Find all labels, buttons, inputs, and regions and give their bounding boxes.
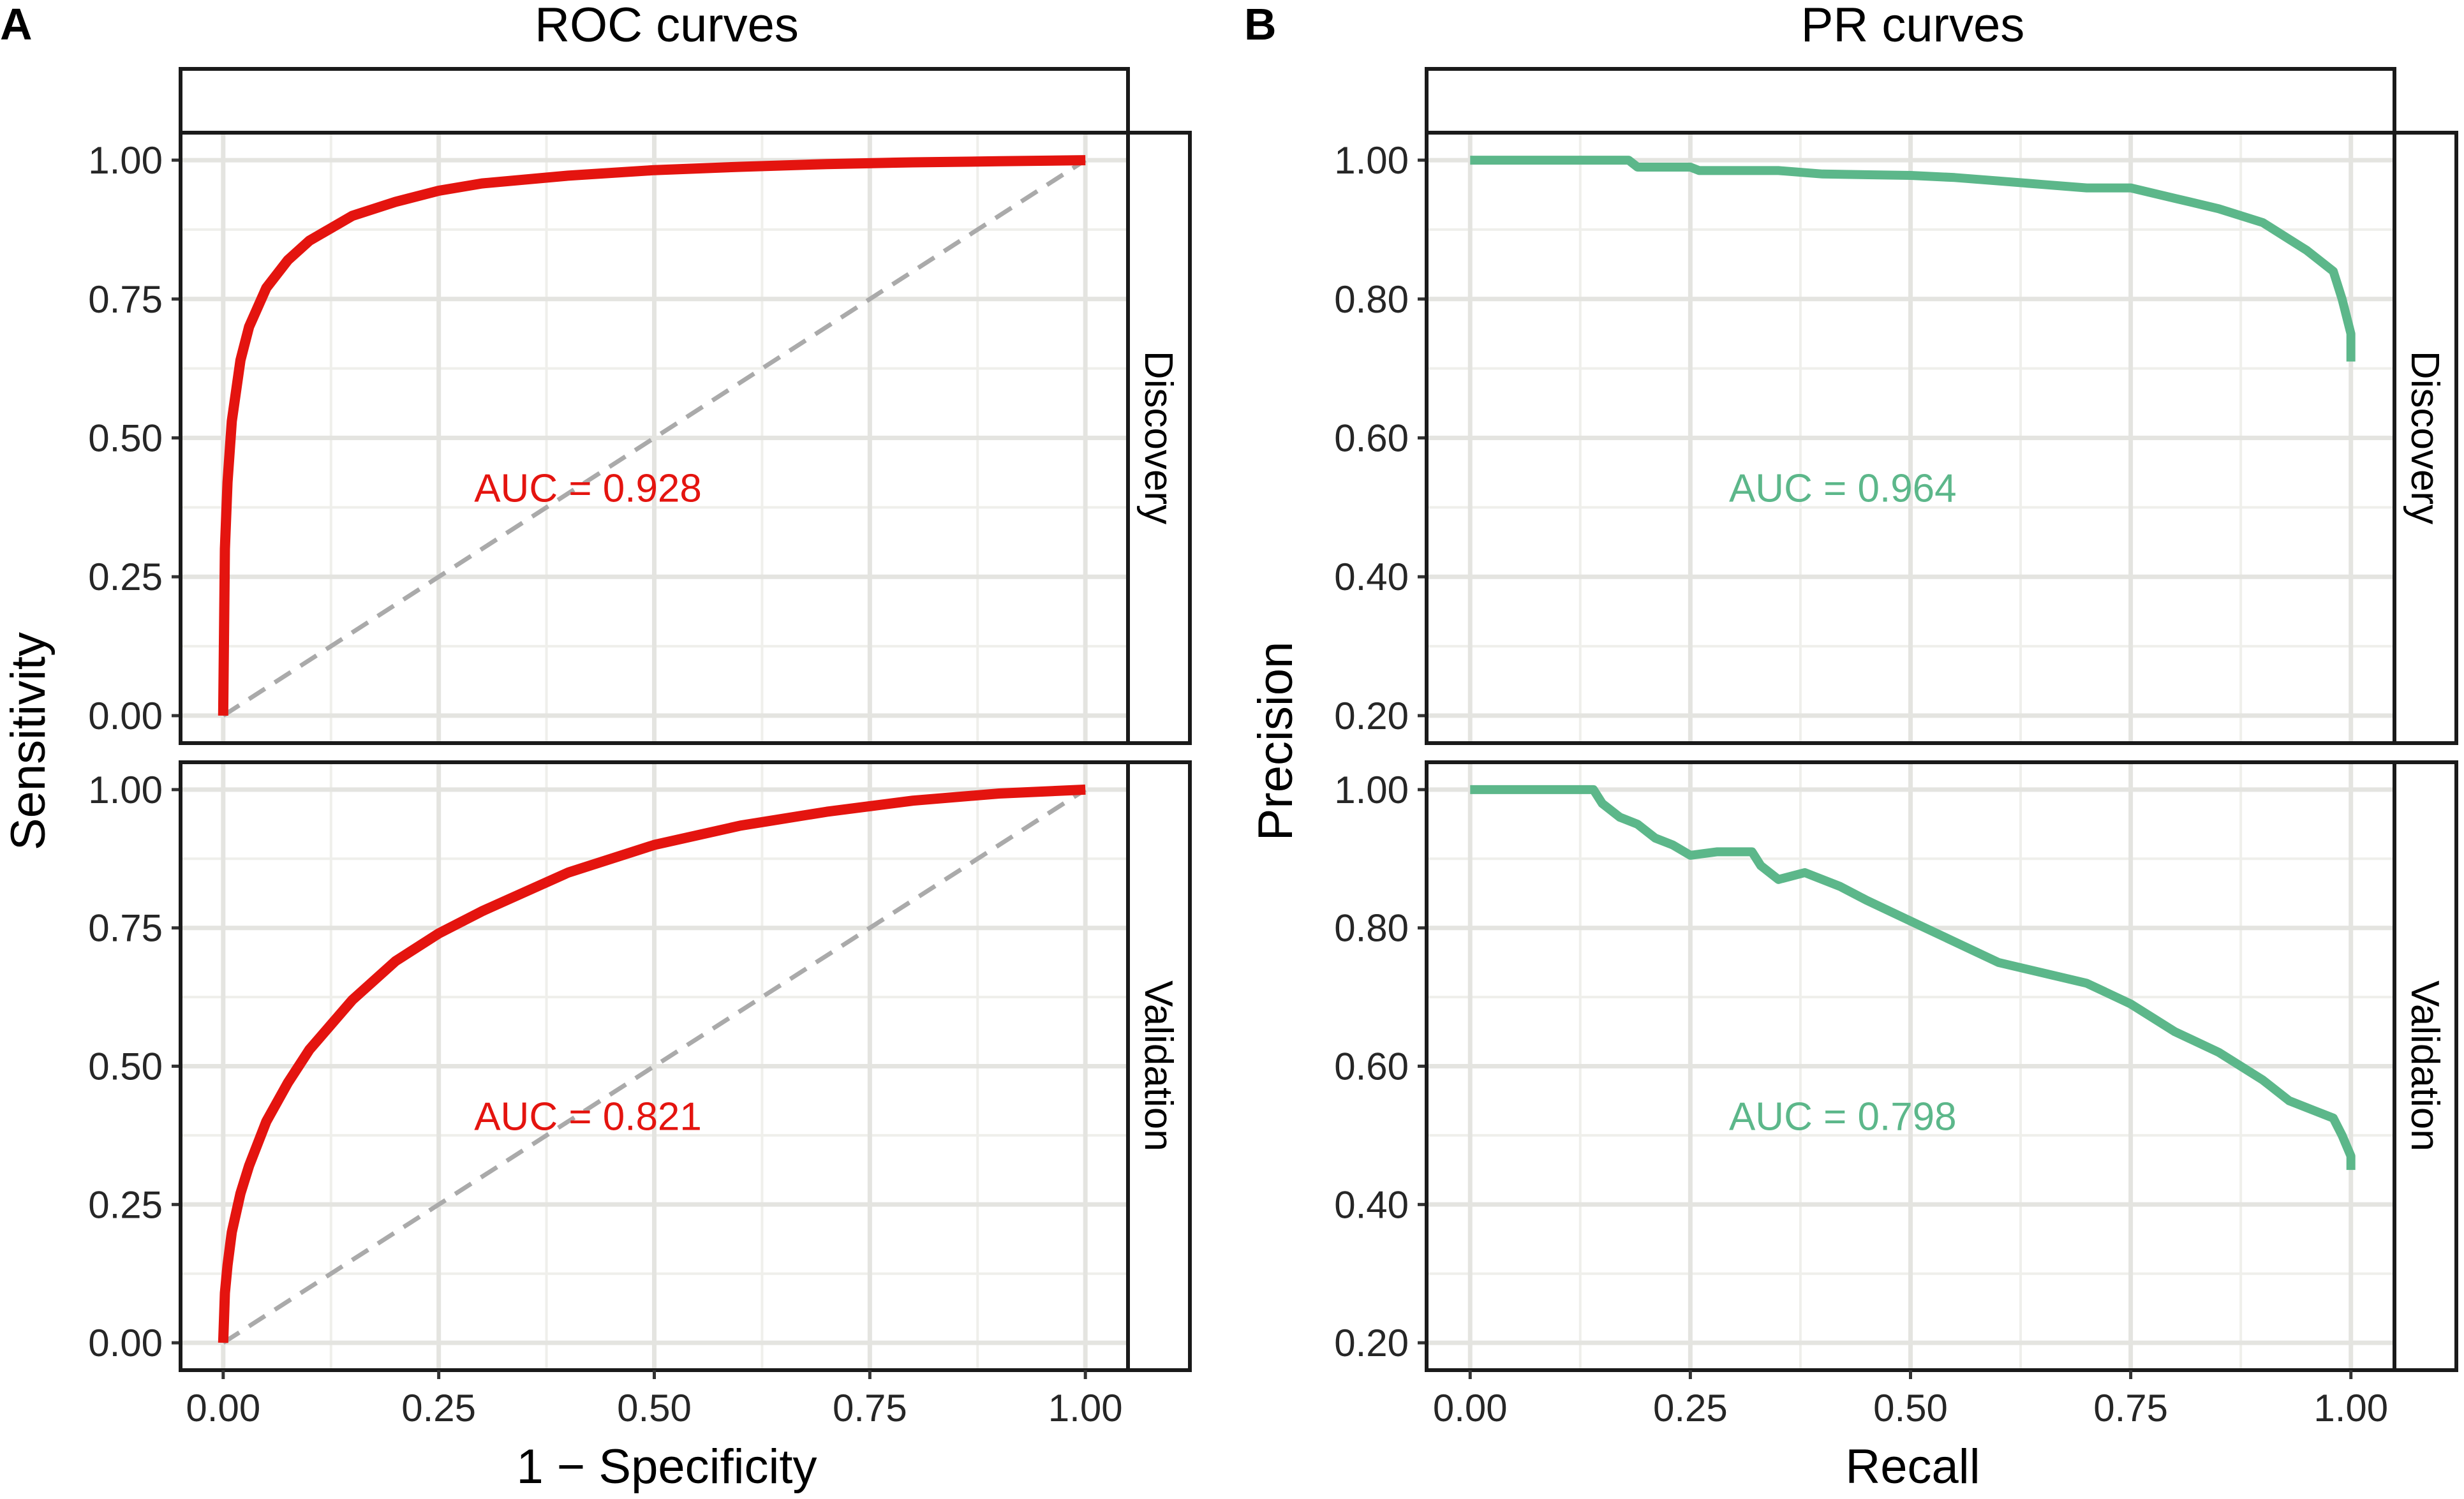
roc-facet-validation: 0.00 0.25 0.50 0.75 1.00 AUC = 0.821	[88, 760, 1130, 1372]
x-tick-label: 0.50	[617, 1387, 692, 1429]
pr-curve-validation	[1470, 785, 2356, 1170]
panel-frame	[1425, 131, 2396, 745]
pr-strip-validation: Validation	[2393, 760, 2458, 1372]
y-tick-label: 0.80	[1334, 907, 1409, 950]
pr-strip-label-validation: Validation	[2403, 980, 2447, 1151]
y-tick-label: 0.00	[88, 695, 163, 737]
y-tick-label: 0.50	[88, 1045, 163, 1088]
roc-auc-label: AUC = 0.821	[474, 1095, 702, 1139]
roc-x-axis-title: 1 − Specificity	[517, 1440, 817, 1494]
roc-auc-label: AUC = 0.928	[474, 467, 702, 511]
panel-tag-a: A	[0, 0, 33, 49]
y-tick-label: 1.00	[88, 769, 163, 811]
roc-curve-discovery	[218, 155, 1086, 716]
y-tick-label: 0.20	[1334, 695, 1409, 737]
x-tick-label: 0.25	[401, 1387, 476, 1429]
x-tick-label: 1.00	[2313, 1387, 2388, 1429]
x-tick-label: 0.75	[2093, 1387, 2168, 1429]
reference-diagonal	[221, 158, 1087, 718]
roc-facet-discovery: 0.00 0.25 0.50 0.75 1.00 AUC = 0.928	[88, 131, 1130, 745]
x-tick-label: 1.00	[1048, 1387, 1123, 1429]
pr-auc-label: AUC = 0.964	[1729, 467, 1957, 511]
y-tick-label: 0.50	[88, 417, 163, 460]
y-tick-label: 0.75	[88, 278, 163, 321]
pr-facet-validation: 0.20 0.40 0.60 0.80 1.00 AUC = 0.798	[1334, 760, 2396, 1372]
roc-header-strip	[179, 67, 1130, 135]
pr-curve-discovery	[1470, 156, 2356, 362]
pr-strip-discovery: Discovery	[2393, 131, 2458, 745]
panel-frame	[179, 131, 1130, 745]
pr-auc-label: AUC = 0.798	[1729, 1095, 1957, 1139]
y-tick-label: 0.40	[1334, 1183, 1409, 1226]
pr-x-axis-title: Recall	[1845, 1440, 1980, 1494]
y-tick-label: 0.60	[1334, 417, 1409, 460]
pr-y-axis-title: Precision	[1249, 642, 1303, 841]
roc-y-axis-title: Sensitivity	[1, 632, 56, 850]
y-tick-label: 1.00	[88, 139, 163, 182]
pr-header-strip	[1425, 67, 2396, 135]
x-tick-label: 0.00	[186, 1387, 260, 1429]
roc-strip-label-discovery: Discovery	[1136, 351, 1180, 524]
x-tick-label: 0.25	[1653, 1387, 1728, 1429]
roc-strip-label-validation: Validation	[1136, 980, 1180, 1151]
y-tick-label: 0.00	[88, 1322, 163, 1364]
roc-strip-validation: Validation	[1126, 760, 1192, 1372]
y-tick-label: 0.25	[88, 556, 163, 598]
y-tick-label: 1.00	[1334, 769, 1409, 811]
y-tick-label: 0.25	[88, 1183, 163, 1226]
x-tick-label: 0.75	[833, 1387, 907, 1429]
y-tick-label: 0.20	[1334, 1322, 1409, 1364]
panel-tag-b: B	[1244, 0, 1277, 49]
y-tick-label: 1.00	[1334, 139, 1409, 182]
y-tick-label: 0.80	[1334, 278, 1409, 321]
roc-title: ROC curves	[535, 0, 799, 52]
y-tick-label: 0.75	[88, 907, 163, 950]
roc-strip-discovery: Discovery	[1126, 131, 1192, 745]
y-tick-label: 0.60	[1334, 1045, 1409, 1088]
x-tick-label: 0.50	[1873, 1387, 1948, 1429]
pr-strip-label-discovery: Discovery	[2403, 351, 2447, 524]
pr-facet-discovery: 0.20 0.40 0.60 0.80 1.00 AUC = 0.964	[1334, 131, 2396, 745]
reference-diagonal	[221, 787, 1087, 1345]
pr-title: PR curves	[1801, 0, 2025, 52]
y-tick-label: 0.40	[1334, 556, 1409, 598]
x-tick-label: 0.00	[1433, 1387, 1508, 1429]
roc-curve-validation	[218, 784, 1086, 1343]
